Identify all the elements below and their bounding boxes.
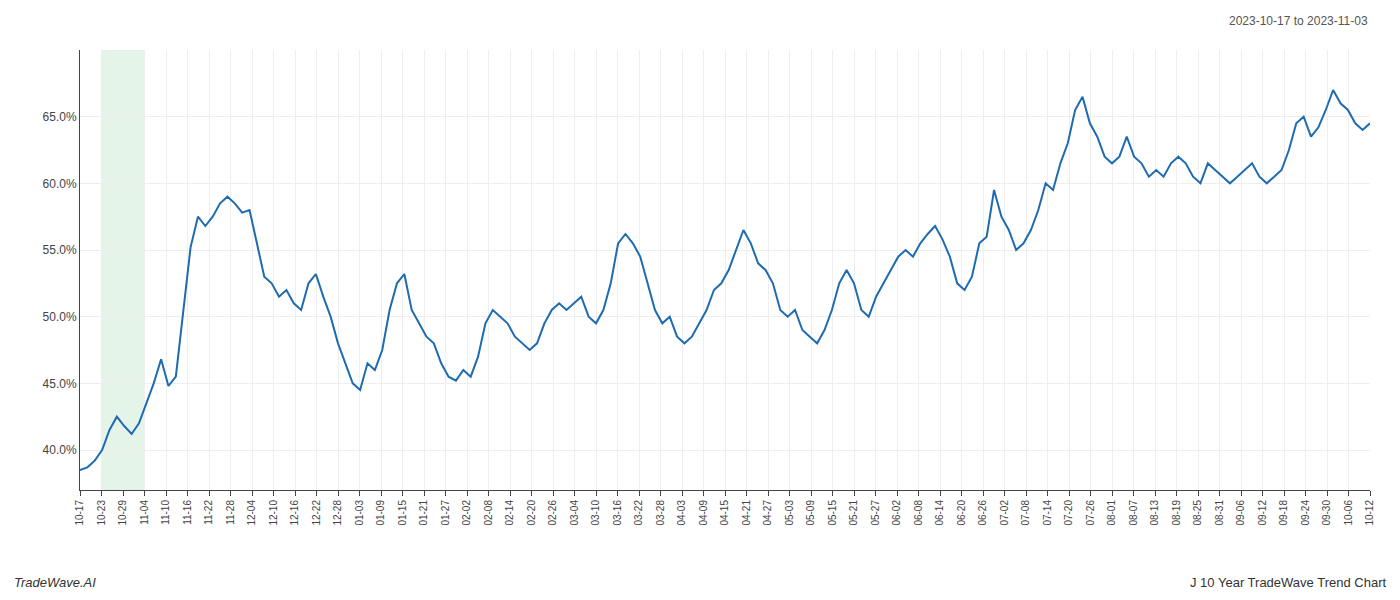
svg-text:12-04: 12-04 <box>246 500 257 526</box>
svg-text:05-09: 05-09 <box>805 500 816 526</box>
svg-text:50.0%: 50.0% <box>43 310 77 324</box>
svg-text:11-16: 11-16 <box>182 500 193 525</box>
svg-text:11-22: 11-22 <box>203 500 214 525</box>
svg-text:04-09: 04-09 <box>698 500 709 526</box>
svg-text:45.0%: 45.0% <box>43 377 77 391</box>
svg-text:06-08: 06-08 <box>913 500 924 526</box>
svg-text:02-26: 02-26 <box>547 500 558 526</box>
svg-text:03-04: 03-04 <box>569 500 580 526</box>
svg-text:06-14: 06-14 <box>934 500 945 526</box>
svg-text:04-21: 04-21 <box>741 500 752 526</box>
svg-text:10-23: 10-23 <box>96 500 107 526</box>
svg-text:12-22: 12-22 <box>311 500 322 526</box>
svg-text:04-15: 04-15 <box>719 500 730 526</box>
svg-text:40.0%: 40.0% <box>43 443 77 457</box>
svg-text:08-13: 08-13 <box>1149 500 1160 526</box>
svg-text:04-27: 04-27 <box>762 500 773 526</box>
svg-text:07-02: 07-02 <box>999 500 1010 526</box>
svg-text:J 10 Year TradeWave Trend Char: J 10 Year TradeWave Trend Chart <box>1190 575 1386 590</box>
svg-text:05-21: 05-21 <box>848 500 859 526</box>
svg-text:10-29: 10-29 <box>117 500 128 526</box>
svg-text:07-20: 07-20 <box>1063 500 1074 526</box>
svg-text:09-06: 09-06 <box>1235 500 1246 526</box>
svg-text:12-16: 12-16 <box>289 500 300 526</box>
svg-text:08-07: 08-07 <box>1128 500 1139 526</box>
svg-text:08-31: 08-31 <box>1214 500 1225 526</box>
svg-text:07-14: 07-14 <box>1042 500 1053 526</box>
svg-text:03-10: 03-10 <box>590 500 601 526</box>
svg-text:11-04: 11-04 <box>139 500 150 525</box>
svg-text:60.0%: 60.0% <box>43 177 77 191</box>
svg-text:10-12: 10-12 <box>1364 500 1375 526</box>
svg-text:09-18: 09-18 <box>1278 500 1289 526</box>
svg-text:02-20: 02-20 <box>526 500 537 526</box>
svg-text:01-09: 01-09 <box>375 500 386 526</box>
svg-text:08-01: 08-01 <box>1106 500 1117 526</box>
svg-text:08-19: 08-19 <box>1171 500 1182 526</box>
svg-text:06-20: 06-20 <box>956 500 967 526</box>
svg-text:01-27: 01-27 <box>440 500 451 526</box>
svg-text:01-15: 01-15 <box>397 500 408 526</box>
svg-text:03-16: 03-16 <box>612 500 623 526</box>
svg-text:05-27: 05-27 <box>870 500 881 526</box>
svg-text:TradeWave.AI: TradeWave.AI <box>14 575 96 590</box>
svg-text:12-28: 12-28 <box>332 500 343 526</box>
svg-text:02-02: 02-02 <box>461 500 472 526</box>
svg-text:07-08: 07-08 <box>1020 500 1031 526</box>
svg-text:02-14: 02-14 <box>504 500 515 526</box>
svg-text:08-25: 08-25 <box>1192 500 1203 526</box>
svg-text:55.0%: 55.0% <box>43 243 77 257</box>
svg-text:06-26: 06-26 <box>977 500 988 526</box>
svg-text:06-02: 06-02 <box>891 500 902 526</box>
svg-text:02-08: 02-08 <box>483 500 494 526</box>
svg-text:07-26: 07-26 <box>1085 500 1096 526</box>
svg-text:10-06: 10-06 <box>1343 500 1354 526</box>
svg-text:09-30: 09-30 <box>1321 500 1332 526</box>
svg-text:01-03: 01-03 <box>354 500 365 526</box>
svg-text:04-03: 04-03 <box>676 500 687 526</box>
svg-text:12-10: 12-10 <box>268 500 279 526</box>
svg-text:2023-10-17 to 2023-11-03: 2023-10-17 to 2023-11-03 <box>1229 14 1368 28</box>
svg-text:65.0%: 65.0% <box>43 110 77 124</box>
svg-text:05-03: 05-03 <box>784 500 795 526</box>
svg-text:01-21: 01-21 <box>418 500 429 526</box>
svg-text:10-17: 10-17 <box>74 500 85 526</box>
svg-text:11-28: 11-28 <box>225 500 236 525</box>
svg-text:05-15: 05-15 <box>827 500 838 526</box>
svg-text:11-10: 11-10 <box>160 500 171 525</box>
svg-text:09-24: 09-24 <box>1300 500 1311 526</box>
svg-text:03-28: 03-28 <box>655 500 666 526</box>
svg-text:09-12: 09-12 <box>1257 500 1268 526</box>
svg-text:03-22: 03-22 <box>633 500 644 526</box>
